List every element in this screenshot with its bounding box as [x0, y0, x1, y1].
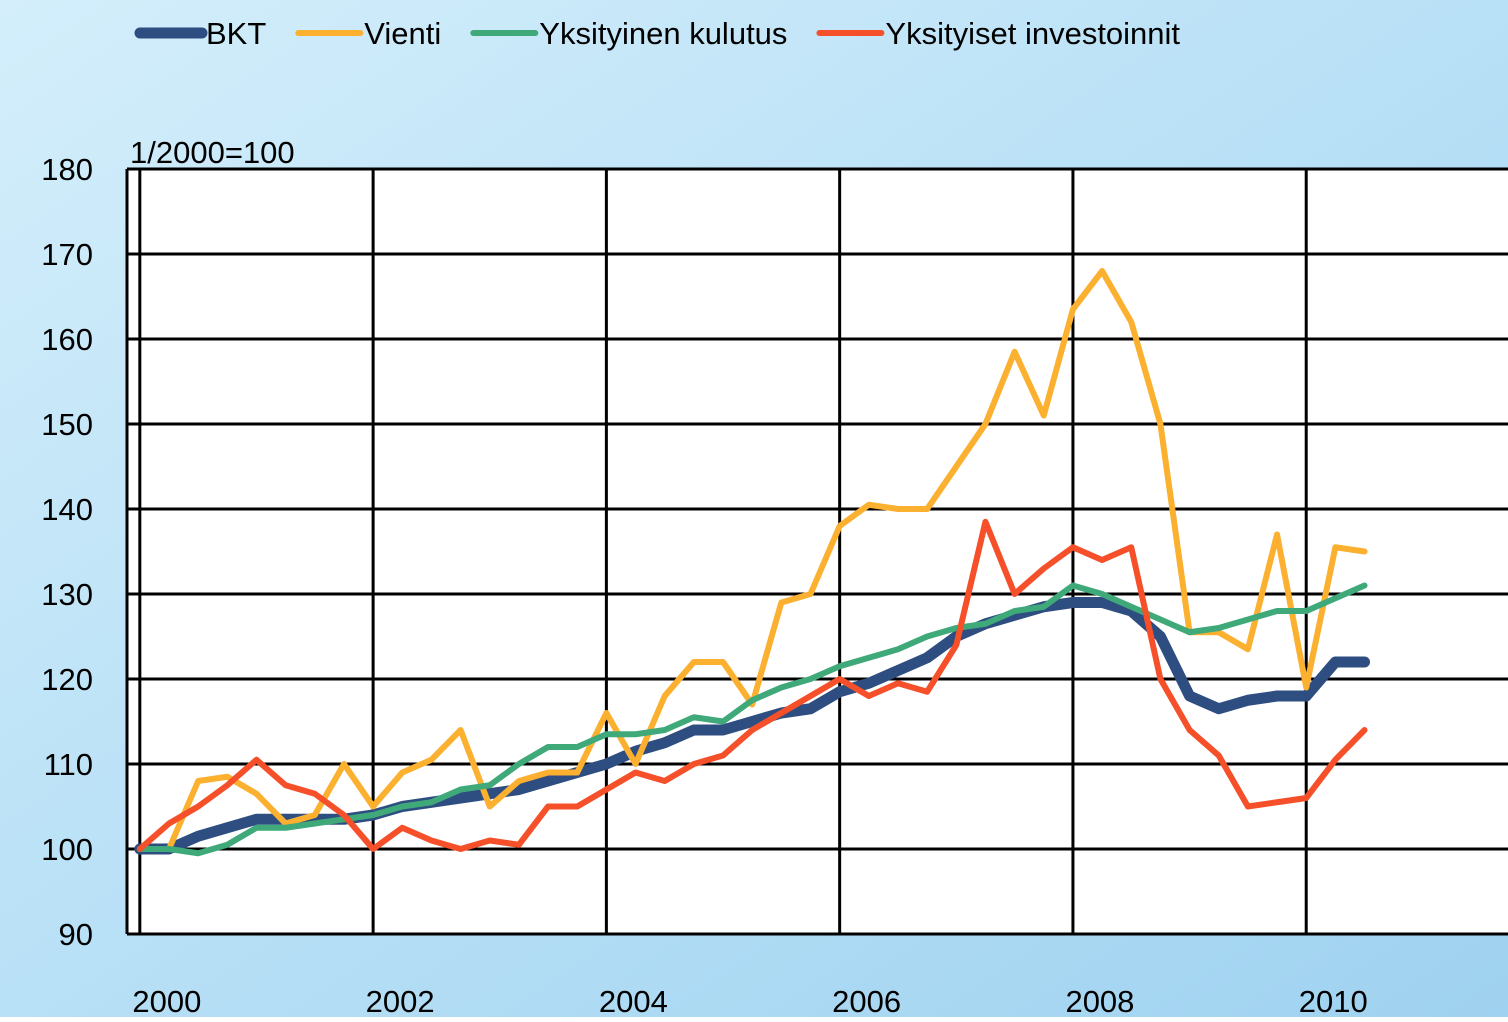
y-tick-label: 100	[41, 832, 93, 867]
x-tick-label: 2006	[832, 984, 901, 1017]
y-tick-label: 120	[41, 662, 93, 697]
legend-label: Yksityinen kulutus	[539, 16, 787, 51]
y-tick-label: 90	[59, 917, 93, 952]
legend-label: Yksityiset investoinnit	[885, 16, 1180, 51]
legend-label: Vienti	[364, 16, 441, 51]
x-tick-label: 2002	[366, 984, 435, 1017]
x-tick-label: 2010	[1299, 984, 1368, 1017]
y-tick-label: 130	[41, 577, 93, 612]
y-tick-label: 160	[41, 322, 93, 357]
data-line	[136, 268, 1368, 852]
y-tick-label: 140	[41, 492, 93, 527]
y-tick-label: 150	[41, 407, 93, 442]
y-unit-label: 1/2000=100	[130, 135, 295, 170]
y-tick-label: 170	[41, 237, 93, 272]
data-line	[136, 518, 1368, 852]
x-tick-label: 2008	[1065, 984, 1134, 1017]
x-tick-label: 2004	[599, 984, 668, 1017]
y-tick-label: 110	[44, 747, 93, 782]
y-tick-label: 180	[41, 152, 93, 187]
legend-label: BKT	[206, 16, 266, 51]
x-tick-label: 2000	[132, 984, 201, 1017]
